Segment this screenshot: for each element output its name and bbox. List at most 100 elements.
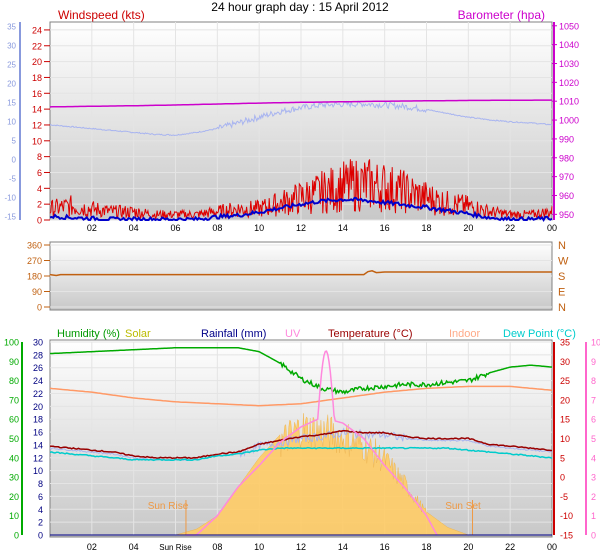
temperature-tick-label: 0 bbox=[560, 473, 565, 483]
wind-tick-label: 2 bbox=[37, 200, 42, 210]
direction-tick-label: 0 bbox=[37, 303, 42, 313]
direction-tick-label: 360 bbox=[27, 241, 42, 251]
temp-left-tick-label: 15 bbox=[7, 98, 16, 107]
wind-tick-label: 20 bbox=[32, 57, 42, 67]
rainfall-tick-label: 26 bbox=[33, 363, 43, 373]
temp-left-tick-label: 25 bbox=[7, 60, 16, 69]
series-layer bbox=[49, 99, 553, 536]
x-tick-label-bottom: 12 bbox=[296, 542, 306, 552]
compass-label: S bbox=[558, 271, 565, 283]
temp-left-tick-label: 20 bbox=[7, 79, 16, 88]
legend-humidity: Humidity (%) bbox=[57, 328, 120, 340]
rainfall-tick-label: 16 bbox=[33, 428, 43, 438]
rainfall-tick-label: 6 bbox=[38, 492, 43, 502]
temp-left-tick-label: -5 bbox=[9, 175, 17, 184]
humidity-tick-label: 100 bbox=[4, 338, 19, 348]
humidity-tick-label: 0 bbox=[14, 531, 19, 541]
wind-tick-label: 8 bbox=[37, 152, 42, 162]
x-tick-label: 08 bbox=[212, 223, 222, 233]
wind-direction-line bbox=[49, 270, 552, 277]
uv-tick-label: 3 bbox=[591, 473, 596, 483]
wind-tick-label: 12 bbox=[32, 120, 42, 130]
rainfall-tick-label: 28 bbox=[33, 350, 43, 360]
temperature-tick-label: 5 bbox=[560, 453, 565, 463]
x-tick-label-bottom: 08 bbox=[212, 542, 222, 552]
rainfall-tick-label: 20 bbox=[33, 402, 43, 412]
temperature-tick-label: -5 bbox=[560, 492, 568, 502]
uv-tick-label: 9 bbox=[591, 357, 596, 367]
baro-tick-label: 1020 bbox=[559, 78, 579, 88]
dewpoint-line bbox=[49, 446, 553, 462]
wind-tick-label: 22 bbox=[32, 41, 42, 51]
baro-axis-label: Barometer (hpa) bbox=[458, 8, 545, 22]
humidity-line bbox=[49, 347, 553, 396]
rainfall-tick-label: 8 bbox=[38, 479, 43, 489]
humidity-tick-label: 70 bbox=[9, 395, 19, 405]
compass-label: N bbox=[558, 302, 566, 314]
temperature-tick-label: -15 bbox=[560, 531, 573, 541]
x-tick-label-bottom: 02 bbox=[87, 542, 97, 552]
x-tick-label-bottom: 22 bbox=[505, 542, 515, 552]
x-tick-label: 10 bbox=[254, 223, 264, 233]
temperature-tick-label: 20 bbox=[560, 395, 570, 405]
uv-tick-label: 10 bbox=[591, 338, 600, 348]
uv-tick-label: 6 bbox=[591, 415, 596, 425]
legend-indoor: Indoor bbox=[449, 328, 481, 340]
wind-tick-label: 0 bbox=[37, 216, 42, 226]
x-tick-label: 20 bbox=[463, 223, 473, 233]
x-tick-label-bottom: Sun Rise bbox=[159, 543, 192, 552]
uv-tick-label: 4 bbox=[591, 453, 596, 463]
temp-left-tick-label: 5 bbox=[12, 137, 17, 146]
uv-tick-label: 8 bbox=[591, 376, 596, 386]
temperature-tick-label: 15 bbox=[560, 415, 570, 425]
x-tick-label-bottom: 20 bbox=[463, 542, 473, 552]
temp-left-tick-label: 30 bbox=[7, 41, 16, 50]
x-tick-label-bottom: 10 bbox=[254, 542, 264, 552]
chart-title: 24 hour graph day : 15 April 2012 bbox=[211, 0, 389, 14]
sunset-label: Sun Set bbox=[445, 501, 481, 512]
humidity-tick-label: 40 bbox=[9, 453, 19, 463]
rainfall-tick-label: 30 bbox=[33, 338, 43, 348]
barometer-line bbox=[49, 99, 552, 108]
x-tick-label: 14 bbox=[338, 223, 348, 233]
temp-left-tick-label: -15 bbox=[4, 213, 16, 222]
x-tick-label: 22 bbox=[505, 223, 515, 233]
temp-left-tick-label: 0 bbox=[12, 156, 17, 165]
wind-tick-label: 16 bbox=[32, 89, 42, 99]
wind-axis-label: Windspeed (kts) bbox=[58, 8, 145, 22]
temperature-tick-label: 25 bbox=[560, 376, 570, 386]
temperature-tick-label: 10 bbox=[560, 434, 570, 444]
uv-tick-label: 7 bbox=[591, 395, 596, 405]
wind-tick-label: 6 bbox=[37, 168, 42, 178]
legend-solar: Solar bbox=[125, 328, 151, 340]
windspeed-gust-line bbox=[49, 159, 553, 221]
temp-left-tick-label: 10 bbox=[7, 118, 16, 127]
compass-label: N bbox=[558, 240, 566, 252]
rainfall-tick-label: 2 bbox=[38, 518, 43, 528]
x-tick-label: 04 bbox=[129, 223, 139, 233]
x-tick-label-bottom: 14 bbox=[338, 542, 348, 552]
rainfall-tick-label: 24 bbox=[33, 376, 43, 386]
x-tick-label: 02 bbox=[87, 223, 97, 233]
baro-tick-label: 970 bbox=[559, 172, 574, 182]
humidity-tick-label: 90 bbox=[9, 357, 19, 367]
x-tick-label: 00 bbox=[547, 223, 557, 233]
wind-tick-label: 14 bbox=[32, 105, 42, 115]
baro-tick-label: 1050 bbox=[559, 21, 579, 31]
sunrise-label: Sun Rise bbox=[148, 501, 189, 512]
temperature-tick-label: 35 bbox=[560, 338, 570, 348]
x-tick-label: 12 bbox=[296, 223, 306, 233]
axis-layer: 24222018161412108642035302520151050-5-10… bbox=[4, 21, 600, 552]
baro-tick-label: 990 bbox=[559, 134, 574, 144]
rainfall-tick-label: 18 bbox=[33, 415, 43, 425]
uv-tick-label: 5 bbox=[591, 434, 596, 444]
wind-tick-label: 4 bbox=[37, 184, 42, 194]
direction-tick-label: 270 bbox=[27, 256, 42, 266]
rainfall-tick-label: 22 bbox=[33, 389, 43, 399]
rainfall-tick-label: 4 bbox=[38, 505, 43, 515]
uv-tick-label: 1 bbox=[591, 511, 596, 521]
compass-label: E bbox=[558, 287, 565, 299]
windspeed-average-line bbox=[49, 196, 553, 222]
